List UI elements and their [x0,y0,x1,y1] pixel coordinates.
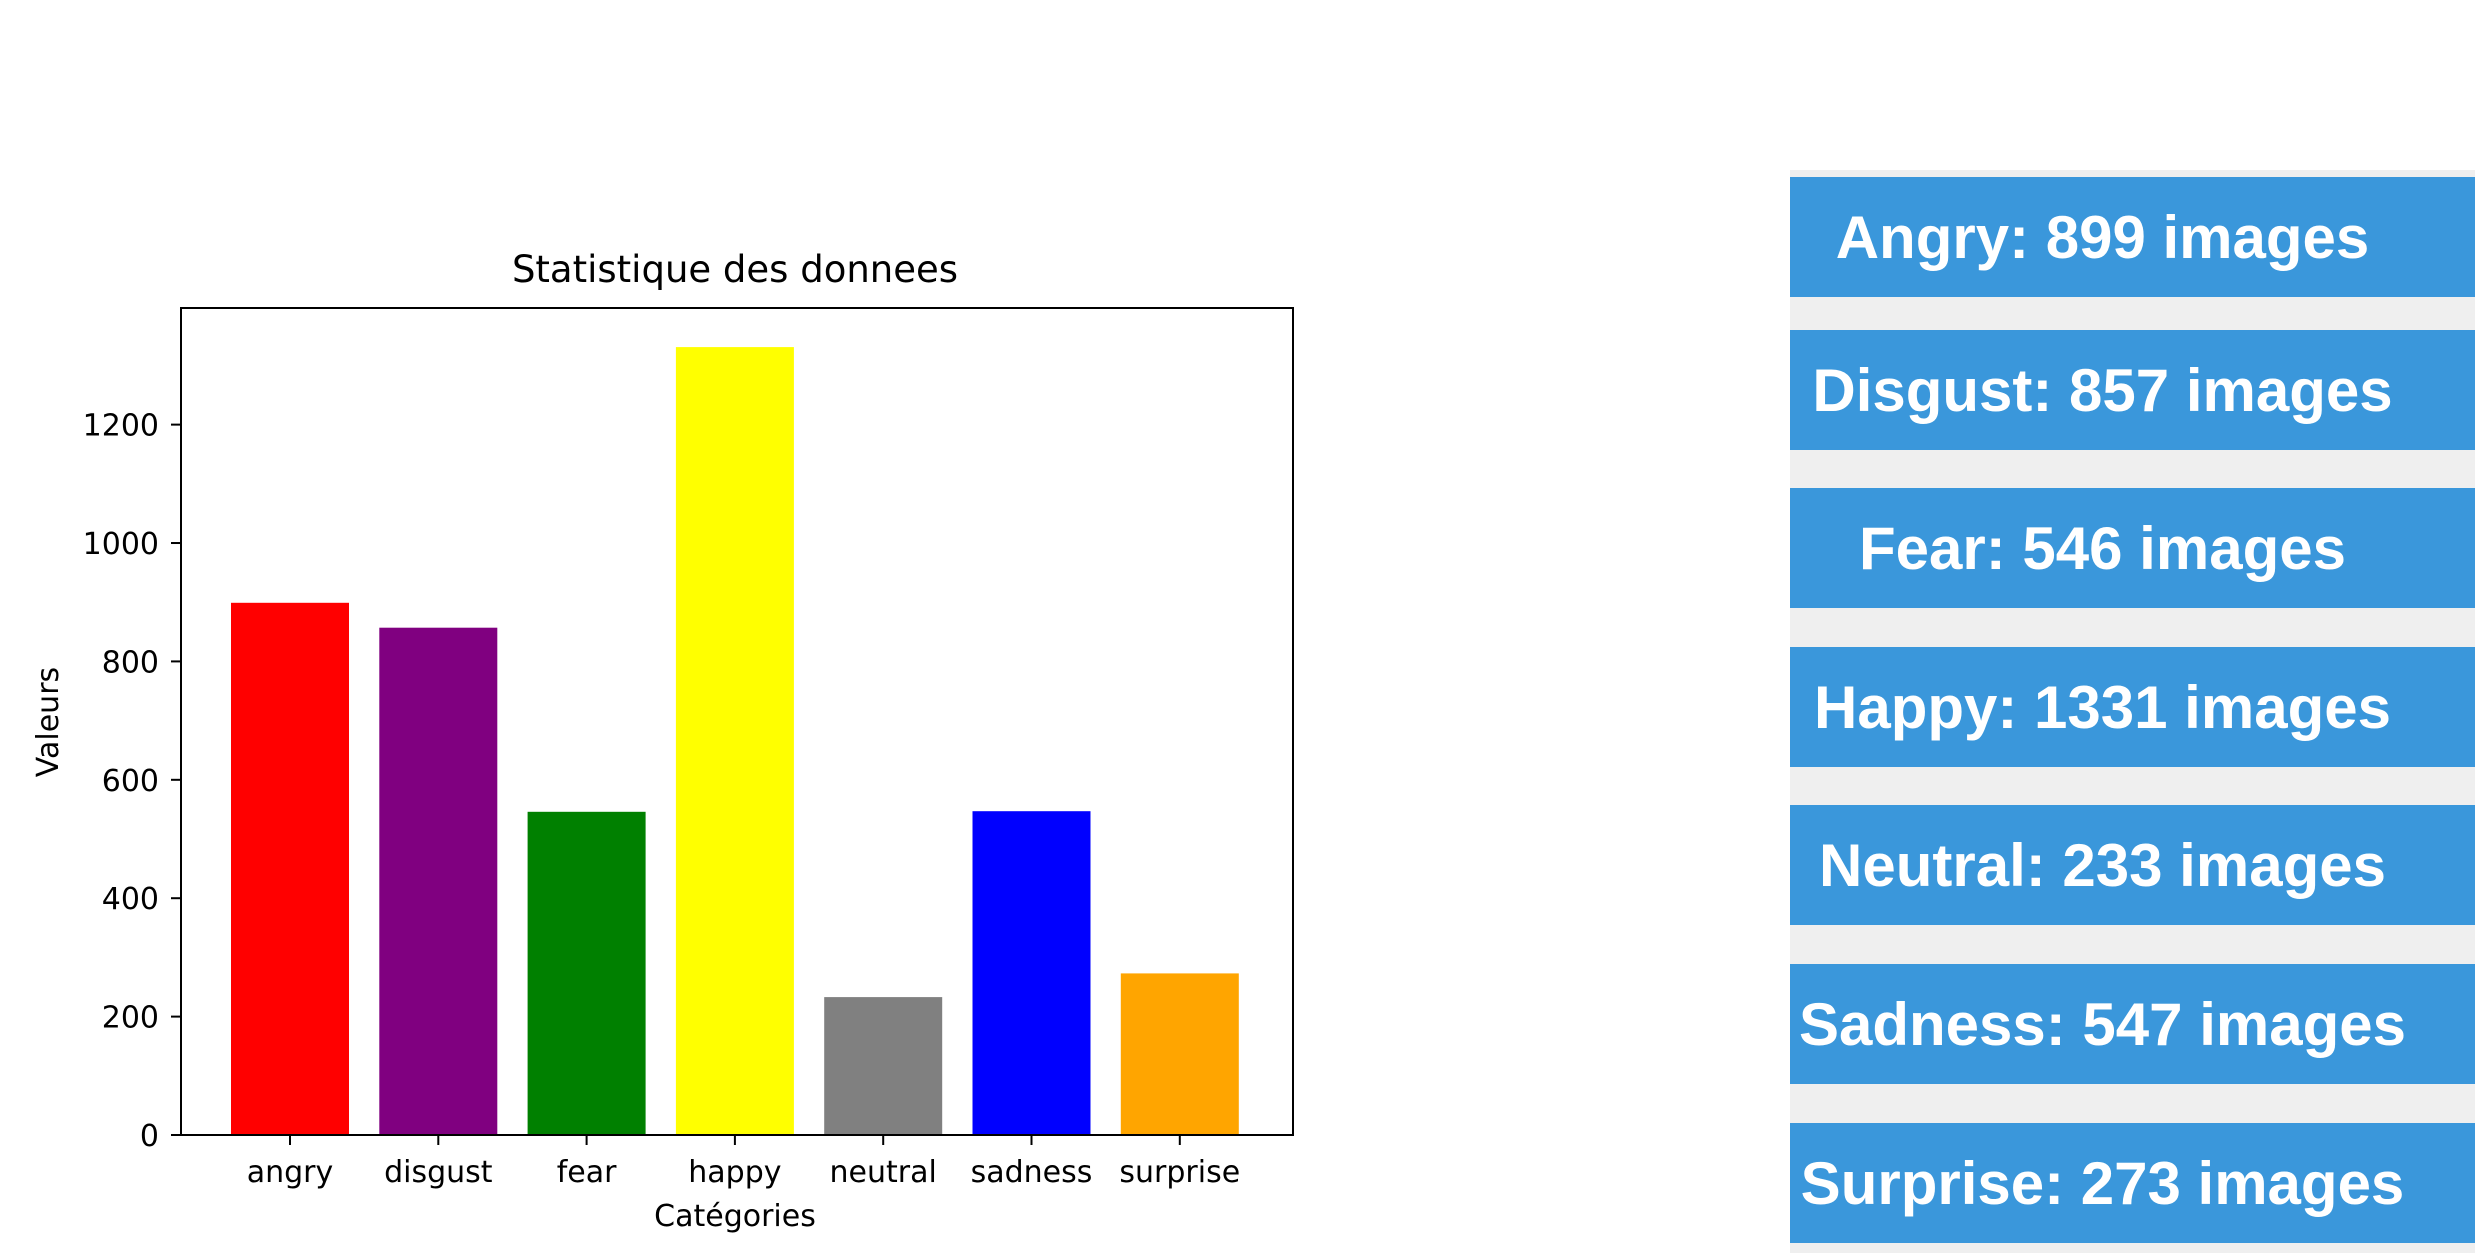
chart-title: Statistique des donnees [512,248,958,291]
stat-label: Fear: 546 images [1859,514,2346,582]
bar-sadness [972,811,1091,1135]
stat-item-fear: Fear: 546 images [1790,488,2475,608]
bar-angry [231,602,349,1135]
y-tick-label: 200 [102,1001,159,1036]
stat-item-sadness: Sadness: 547 images [1790,964,2475,1084]
stat-item-happy: Happy: 1331 images [1790,647,2475,767]
bar-happy [675,347,794,1136]
stats-panel: Angry: 899 images Disgust: 857 images Fe… [1790,170,2475,1253]
plot-frame [180,307,1294,1136]
stat-item-angry: Angry: 899 images [1790,177,2475,297]
bar-chart: Statistique des donnees 0 200 400 600 800 100… [31,248,1294,1234]
x-axis-label: Catégories [654,1199,816,1234]
y-tick-label: 800 [102,645,159,680]
stat-label: Disgust: 857 images [1812,356,2393,424]
x-tick-label: neutral [830,1155,937,1190]
y-tick-label: 400 [102,882,159,917]
bar-surprise [1120,973,1239,1135]
stat-label: Angry: 899 images [1835,203,2370,271]
stat-label: Neutral: 233 images [1819,831,2386,899]
stat-item-disgust: Disgust: 857 images [1790,330,2475,450]
x-tick-label: surprise [1119,1155,1240,1190]
bar-disgust [379,627,498,1135]
x-tick-label: happy [688,1155,781,1190]
y-tick-label: 1000 [83,527,159,562]
stat-label: Surprise: 273 images [1800,1149,2405,1217]
stat-label: Sadness: 547 images [1798,990,2406,1058]
bar-fear [527,811,646,1135]
bar-neutral [824,997,943,1135]
stat-label: Happy: 1331 images [1814,673,2391,741]
y-tick-label: 0 [140,1119,159,1154]
stat-item-surprise: Surprise: 273 images [1790,1123,2475,1243]
bars-group [231,347,1239,1136]
y-tick-label: 600 [102,764,159,799]
x-tick-label: angry [247,1155,334,1190]
y-axis-label: Valeurs [31,667,66,777]
x-tick-label: fear [557,1155,617,1190]
x-tick-label: sadness [971,1155,1093,1190]
x-axis-ticks: angry disgust fear happy neutral sadness surpr… [247,1135,1240,1190]
y-tick-label: 1200 [83,409,159,444]
stat-item-neutral: Neutral: 233 images [1790,805,2475,925]
y-axis-ticks: 0 200 400 600 800 1000 1200 [83,409,181,1154]
x-tick-label: disgust [384,1155,493,1190]
